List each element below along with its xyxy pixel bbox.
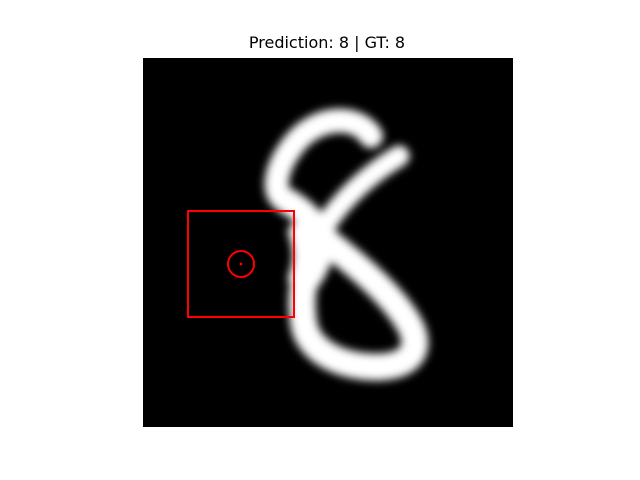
- digit-center-blob-stroke: [288, 223, 311, 287]
- attention-box: [187, 210, 295, 318]
- digit-eight-strokes: [264, 108, 429, 381]
- digit-image: [143, 58, 513, 427]
- digit-image-canvas: [143, 58, 513, 427]
- attention-circle-marker: [227, 250, 255, 278]
- digit-lower-loop-stroke: [288, 221, 429, 381]
- digit-top-hook-stroke: [264, 108, 383, 213]
- attention-center-dot: [239, 262, 243, 266]
- plot-title: Prediction: 8 | GT: 8: [248, 33, 406, 52]
- attention-overlay: [187, 210, 295, 318]
